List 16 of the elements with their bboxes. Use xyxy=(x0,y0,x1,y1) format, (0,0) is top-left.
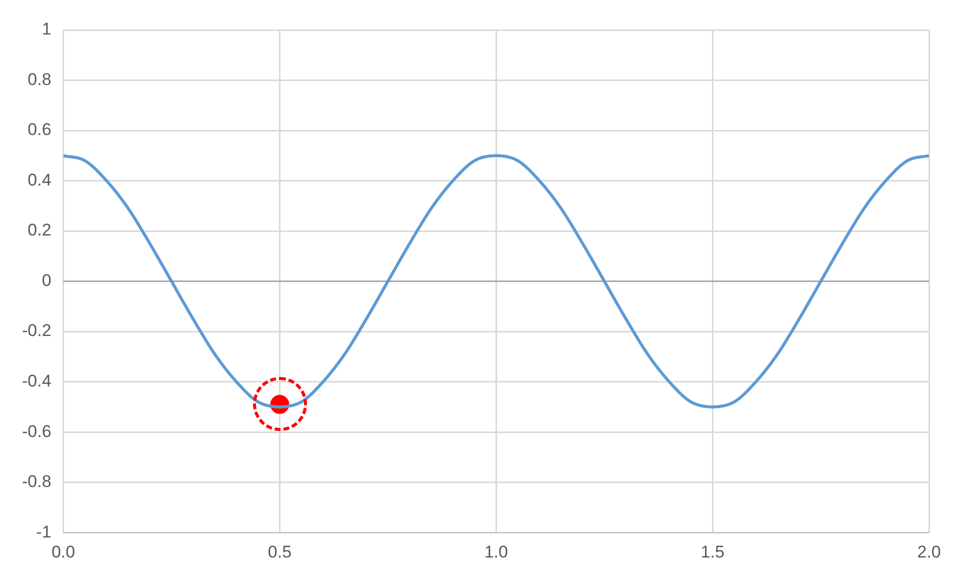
y-tick-label: 0.6 xyxy=(28,120,52,140)
y-tick-label: -0.4 xyxy=(22,372,52,391)
y-tick-label: 0 xyxy=(42,270,52,290)
x-tick-label: 0.5 xyxy=(268,542,292,562)
y-tick-label: 0.2 xyxy=(28,220,52,240)
y-tick-label: 0.4 xyxy=(28,170,52,190)
x-tick-label: 1.0 xyxy=(484,542,508,562)
y-tick-label: -0.6 xyxy=(22,422,52,441)
y-tick-label: -0.8 xyxy=(22,472,52,492)
x-tick-label: 1.5 xyxy=(700,542,724,562)
y-tick-label: -0.2 xyxy=(22,321,52,340)
y-tick-label: 1 xyxy=(42,20,52,39)
y-tick-label: 0.8 xyxy=(28,70,52,89)
x-tick-label: 2.0 xyxy=(917,542,941,562)
y-tick-label: -1 xyxy=(36,522,52,542)
x-tick-label: 0.0 xyxy=(51,542,76,562)
